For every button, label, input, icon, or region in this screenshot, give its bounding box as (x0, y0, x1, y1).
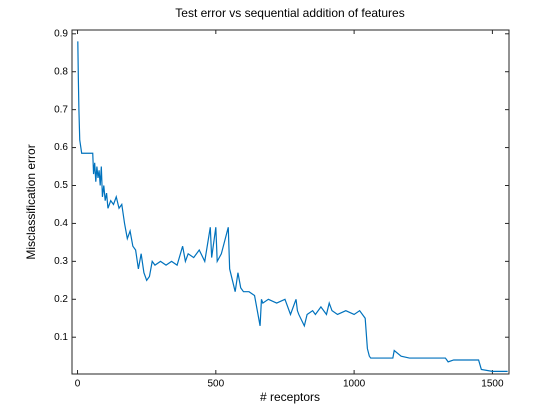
y-tick-label: 0.8 (54, 66, 68, 77)
y-tick-label: 0.3 (54, 256, 68, 267)
y-tick-label: 0.4 (54, 218, 68, 229)
x-tick-label: 1500 (481, 379, 504, 390)
y-tick-label: 0.2 (54, 294, 68, 305)
y-tick-label: 0.9 (54, 28, 68, 39)
y-tick-label: 0.1 (54, 332, 68, 343)
data-line (77, 41, 508, 372)
y-tick-label: 0.7 (54, 104, 68, 115)
plot-area (71, 29, 510, 375)
y-tick-label: 0.5 (54, 180, 68, 191)
y-axis-label: Misclassification error (24, 144, 38, 259)
x-axis-label: # receptors (260, 390, 320, 404)
y-tick-label: 0.6 (54, 142, 68, 153)
x-tick-label: 0 (75, 379, 81, 390)
chart-title: Test error vs sequential addition of fea… (175, 6, 404, 20)
x-tick-label: 500 (207, 379, 224, 390)
x-tick-label: 1000 (343, 379, 366, 390)
